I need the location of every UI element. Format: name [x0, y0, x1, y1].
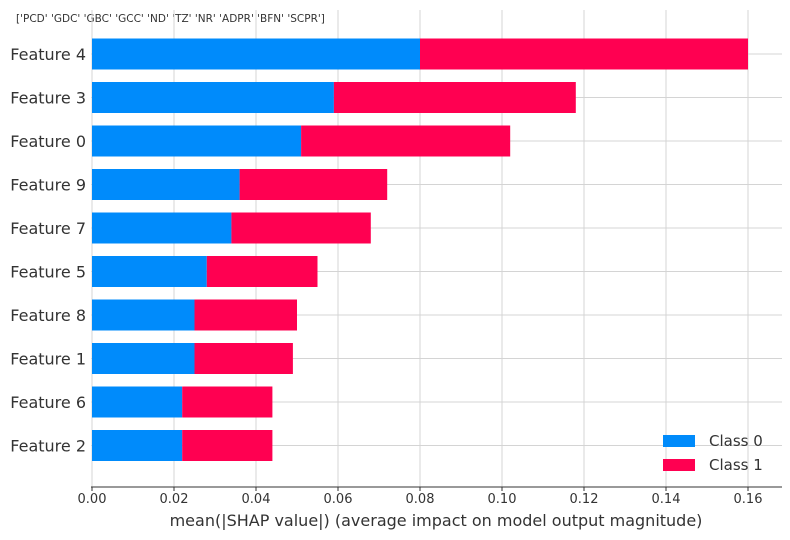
bar-class-0-feature-8: [92, 299, 195, 331]
x-tick-label: 0.10: [488, 492, 517, 507]
x-tick-label: 0.04: [242, 492, 271, 507]
bar-class-0-feature-3: [92, 82, 334, 113]
y-tick-label: Feature 9: [10, 176, 86, 195]
y-tick-label: Feature 4: [10, 45, 86, 64]
legend-label: Class 1: [709, 456, 763, 474]
legend-swatch: [663, 435, 695, 447]
bar-class-1-feature-0: [301, 125, 511, 157]
legend-label: Class 0: [709, 432, 763, 450]
chart-title: ['PCD' 'GDC' 'GBC' 'GCC' 'ND' 'TZ' 'NR' …: [16, 13, 325, 25]
bar-class-1-feature-8: [194, 299, 297, 331]
legend: Class 0 Class 1: [663, 432, 763, 474]
axes: [91, 486, 782, 491]
bar-class-1-feature-7: [231, 212, 371, 244]
bar-class-0-feature-6: [92, 386, 183, 418]
x-tick-label: 0.06: [324, 492, 353, 507]
x-tick-label: 0.02: [160, 492, 189, 507]
x-tick-label: 0.14: [652, 492, 681, 507]
bar-class-0-feature-0: [92, 125, 302, 157]
x-axis-label: mean(|SHAP value|) (average impact on mo…: [170, 511, 703, 530]
bar-class-0-feature-7: [92, 212, 232, 244]
bar-class-1-feature-4: [420, 38, 748, 70]
legend-swatch: [663, 459, 695, 471]
bar-class-1-feature-3: [333, 82, 576, 113]
bar-class-0-feature-2: [92, 430, 183, 461]
y-tick-label: Feature 7: [10, 219, 86, 238]
bar-class-0-feature-4: [92, 38, 420, 70]
x-tick-label: 0.00: [78, 492, 107, 507]
bar-class-0-feature-5: [92, 256, 207, 287]
bar-class-1-feature-9: [239, 169, 388, 200]
labels: Feature 4 Feature 3 Feature 0 Feature 9 Feat…: [10, 45, 762, 530]
x-tick-label: 0.16: [734, 492, 763, 507]
y-tick-label: Feature 8: [10, 306, 86, 325]
bar-class-0-feature-9: [92, 169, 240, 200]
y-tick-label: Feature 0: [10, 132, 86, 151]
x-tick-label: 0.12: [570, 492, 599, 507]
bar-class-1-feature-2: [182, 430, 273, 461]
x-tick-label: 0.08: [406, 492, 435, 507]
y-tick-label: Feature 6: [10, 393, 86, 412]
bar-class-1-feature-5: [206, 256, 318, 287]
bars: [92, 38, 748, 461]
bar-class-1-feature-6: [182, 386, 273, 418]
bar-class-0-feature-1: [92, 343, 195, 374]
y-tick-label: Feature 2: [10, 437, 86, 456]
y-tick-label: Feature 5: [10, 263, 86, 282]
y-tick-label: Feature 3: [10, 89, 86, 108]
y-tick-label: Feature 1: [10, 350, 86, 369]
bar-class-1-feature-1: [194, 343, 293, 374]
